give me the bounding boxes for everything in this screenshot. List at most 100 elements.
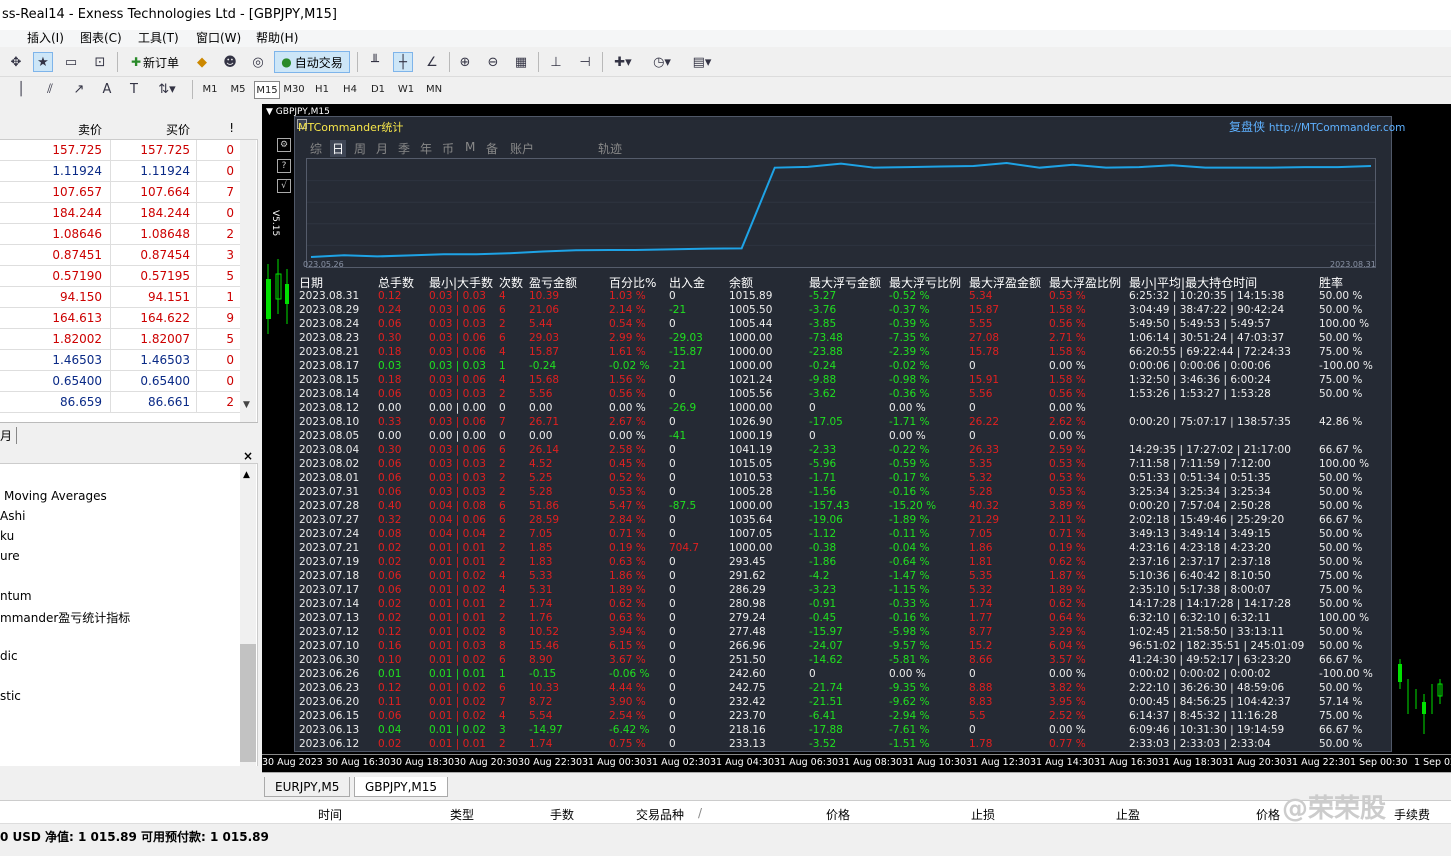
tab-fragment[interactable]: 月 (0, 427, 18, 444)
timeframe-m15[interactable]: M15 (254, 81, 280, 99)
column-header[interactable]: 最大浮亏金额 (809, 276, 882, 290)
nav-item-momentum[interactable]: ntum (0, 589, 32, 603)
chart-shift-icon[interactable]: ⊥ (550, 54, 562, 70)
spread-column-header[interactable]: ! (229, 121, 234, 135)
col-sl[interactable]: 止损 (970, 808, 995, 822)
market-watch-row[interactable]: 184.244 184.244 0 (0, 203, 240, 224)
arrows-icon[interactable]: ↗ (73, 81, 85, 97)
people-icon[interactable]: ☻ (223, 54, 237, 70)
market-watch-row[interactable]: 86.659 86.661 2 (0, 392, 240, 413)
column-header[interactable]: 次数 (499, 276, 524, 290)
market-watch-row[interactable]: 0.65400 0.65400 0 (0, 371, 240, 392)
market-watch-row[interactable]: 107.657 107.664 7 (0, 182, 240, 203)
col-symbol[interactable]: 交易品种 (635, 808, 684, 822)
column-header[interactable]: 百分比% (609, 276, 657, 290)
text-tool-icon[interactable]: A (102, 81, 112, 97)
line-chart-icon[interactable]: ∠ (426, 54, 438, 70)
timeframe-d1[interactable]: D1 (370, 84, 386, 95)
timeframe-m5[interactable]: M5 (230, 84, 246, 95)
autoscroll-icon[interactable]: ⊣ (579, 54, 591, 70)
menu-window[interactable]: 窗口(W) (196, 31, 242, 45)
navigator-scrollbar[interactable]: ▲ (240, 464, 256, 766)
tile-windows-icon[interactable]: ▦ (514, 54, 528, 70)
chart-tab-eurjpy[interactable]: EURJPY,M5 (264, 777, 351, 797)
timeframe-w1[interactable]: W1 (397, 84, 415, 95)
tab-notes[interactable]: 备 (486, 142, 499, 156)
fibonacci-icon[interactable]: ⫽ (47, 81, 53, 97)
tab-account[interactable]: 账户 (510, 142, 535, 156)
text-label-icon[interactable]: T (130, 81, 138, 97)
nav-item-stochastic[interactable]: stic (0, 689, 21, 703)
settings-icon[interactable]: ⚙ (277, 138, 291, 152)
col-time[interactable]: 时间 (317, 808, 342, 822)
nav-item-mace[interactable]: ure (0, 549, 20, 563)
favorites-icon[interactable]: ★ (33, 52, 53, 72)
periods-clock-icon[interactable]: ◷▾ (653, 54, 671, 70)
tab-monthly[interactable]: 月 (376, 142, 389, 156)
tab-weekly[interactable]: 周 (354, 142, 367, 156)
shapes-dropdown-icon[interactable]: ⇅▾ (158, 81, 176, 97)
zoom-in-icon[interactable]: ⊕ (459, 54, 471, 70)
market-watch-row[interactable]: 94.150 94.151 1 (0, 287, 240, 308)
menu-help[interactable]: 帮助(H) (256, 31, 299, 45)
ask-column-header[interactable]: 买价 (165, 123, 190, 137)
scroll-up-icon[interactable]: ▲ (243, 470, 250, 480)
nav-item-parabolic[interactable]: dic (0, 649, 18, 663)
market-watch-row[interactable]: 1.82002 1.82007 5 (0, 329, 240, 350)
panel-brand[interactable]: 复盘侠 http://MTCommander.com (1229, 118, 1405, 135)
tab-daily[interactable]: 日 (330, 140, 347, 157)
globe-icon[interactable]: ◎ (252, 54, 264, 70)
auto-trade-button[interactable]: ● 自动交易 (274, 51, 350, 73)
tab-summary[interactable]: 综 (310, 142, 323, 156)
col-lots[interactable]: 手数 (549, 808, 574, 822)
column-header[interactable]: 最小|大手数 (429, 276, 494, 290)
market-watch-row[interactable]: 0.57190 0.57195 5 (0, 266, 240, 287)
column-header[interactable]: 最小|平均|最大持仓时间 (1129, 276, 1258, 290)
column-header[interactable]: 日期 (299, 276, 324, 290)
menu-insert[interactable]: 插入(I) (27, 31, 64, 45)
market-watch-row[interactable]: 164.613 164.622 9 (0, 308, 240, 329)
window-icon[interactable]: ▭ (64, 54, 78, 70)
timeframe-mn[interactable]: MN (425, 84, 443, 95)
column-header[interactable]: 胜率 (1319, 276, 1344, 290)
market-watch-row[interactable]: 1.11924 1.11924 0 (0, 161, 240, 182)
nav-item-mtcommander[interactable]: mmander盈亏统计指标 (0, 611, 131, 625)
menu-tools[interactable]: 工具(T) (138, 31, 179, 45)
col-price[interactable]: 价格 (825, 808, 850, 822)
close-icon[interactable]: × (243, 449, 254, 463)
tab-yearly[interactable]: 年 (420, 142, 433, 156)
indicators-icon[interactable]: ✚▾ (614, 54, 632, 70)
scroll-thumb[interactable] (240, 644, 256, 762)
col-type[interactable]: 类型 (449, 808, 474, 822)
column-header[interactable]: 最大浮盈比例 (1049, 276, 1122, 290)
timeframe-m1[interactable]: M1 (202, 84, 218, 95)
help-icon[interactable]: ? (277, 159, 291, 173)
timeframe-h1[interactable]: H1 (315, 84, 329, 95)
market-watch-row[interactable]: 1.08646 1.08648 2 (0, 224, 240, 245)
column-header[interactable]: 最大浮盈金额 (969, 276, 1042, 290)
market-watch-scrollbar[interactable]: ▼ (240, 140, 256, 422)
nav-item-ichimoku[interactable]: ku (0, 529, 15, 543)
nav-item-heiken-ashi[interactable]: Ashi (0, 509, 26, 523)
col-tp[interactable]: 止盈 (1115, 808, 1140, 822)
market-watch-row[interactable]: 0.87451 0.87454 3 (0, 245, 240, 266)
brand-url[interactable]: http://MTCommander.com (1268, 122, 1406, 134)
timeframe-h4[interactable]: H4 (343, 84, 357, 95)
nav-item-moving-averages[interactable]: Moving Averages (4, 489, 107, 503)
menu-chart[interactable]: 图表(C) (80, 31, 122, 45)
crosshair-icon[interactable]: ✥ (10, 54, 22, 70)
vertical-line-icon[interactable]: │ (17, 81, 25, 97)
bar-chart-icon[interactable]: ╨ (371, 54, 379, 70)
templates-icon[interactable]: ▤▾ (692, 54, 712, 70)
market-watch-row[interactable]: 1.46503 1.46503 0 (0, 350, 240, 371)
scroll-down-icon[interactable]: ▼ (243, 400, 250, 410)
zoom-window-icon[interactable]: ⊡ (94, 54, 106, 70)
candlestick-icon[interactable]: ┼ (393, 52, 413, 72)
column-header[interactable]: 余额 (729, 276, 754, 290)
column-header[interactable]: 出入金 (669, 276, 706, 290)
timeframe-m30[interactable]: M30 (283, 84, 305, 95)
check-icon[interactable]: √ (277, 179, 291, 193)
bid-column-header[interactable]: 卖价 (77, 123, 102, 137)
col-commission[interactable]: 手续费 (1393, 808, 1430, 822)
tab-magic[interactable]: M (465, 140, 476, 154)
